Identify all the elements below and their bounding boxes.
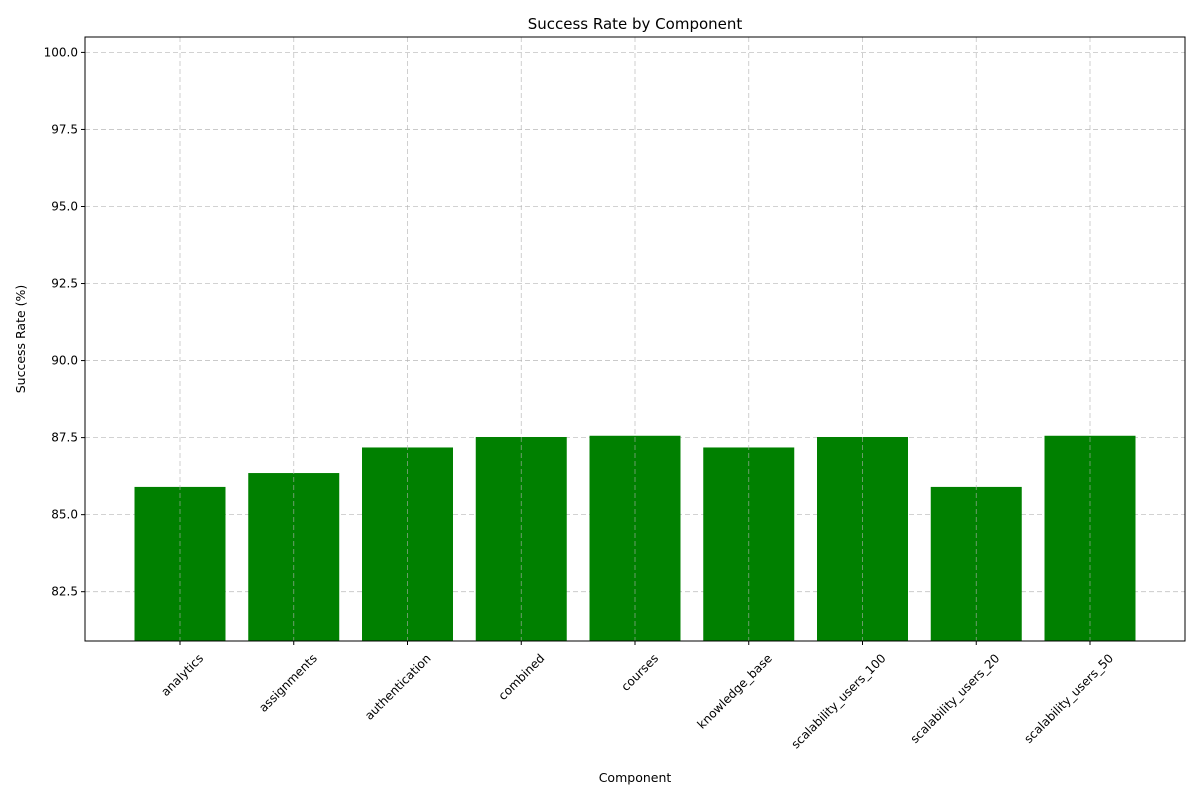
y-axis-label: Success Rate (%)	[13, 285, 28, 394]
bar-courses	[589, 435, 681, 641]
x-tick-label: authentication	[362, 651, 434, 723]
y-tick-label: 82.5	[51, 585, 78, 599]
y-tick-label: 100.0	[44, 45, 78, 59]
y-axis-ticks: 82.5 85.0 87.5 90.0 92.5 95.0 97.5 100.0	[44, 45, 85, 599]
bar-scalability_users_100	[817, 436, 908, 641]
y-tick-label: 95.0	[51, 199, 78, 213]
y-tick-label: 92.5	[51, 277, 78, 291]
chart-title: Success Rate by Component	[528, 15, 743, 33]
y-tick-label: 85.0	[51, 508, 78, 522]
bar-scalability_users_50	[1044, 435, 1136, 641]
x-tick-label: analytics	[158, 651, 206, 699]
y-tick-label: 97.5	[51, 122, 78, 136]
grid-x-layer	[179, 37, 1091, 641]
x-axis-label: Component	[599, 770, 672, 785]
x-tick-label: scalability_users_50	[1021, 651, 1116, 746]
y-tick-label: 90.0	[51, 354, 78, 368]
x-tick-label: assignments	[256, 651, 320, 715]
x-tick-label: courses	[618, 651, 661, 694]
bars-layer	[134, 435, 1136, 641]
y-tick-label: 87.5	[51, 431, 78, 445]
x-tick-label: knowledge_base	[695, 651, 775, 731]
x-axis-ticks: analytics assignments authentication combin…	[158, 641, 1116, 751]
x-tick-label: combined	[496, 651, 548, 703]
bar-combined	[475, 436, 567, 641]
x-tick-label: scalability_users_20	[908, 651, 1003, 746]
x-tick-label: scalability_users_100	[788, 651, 888, 751]
